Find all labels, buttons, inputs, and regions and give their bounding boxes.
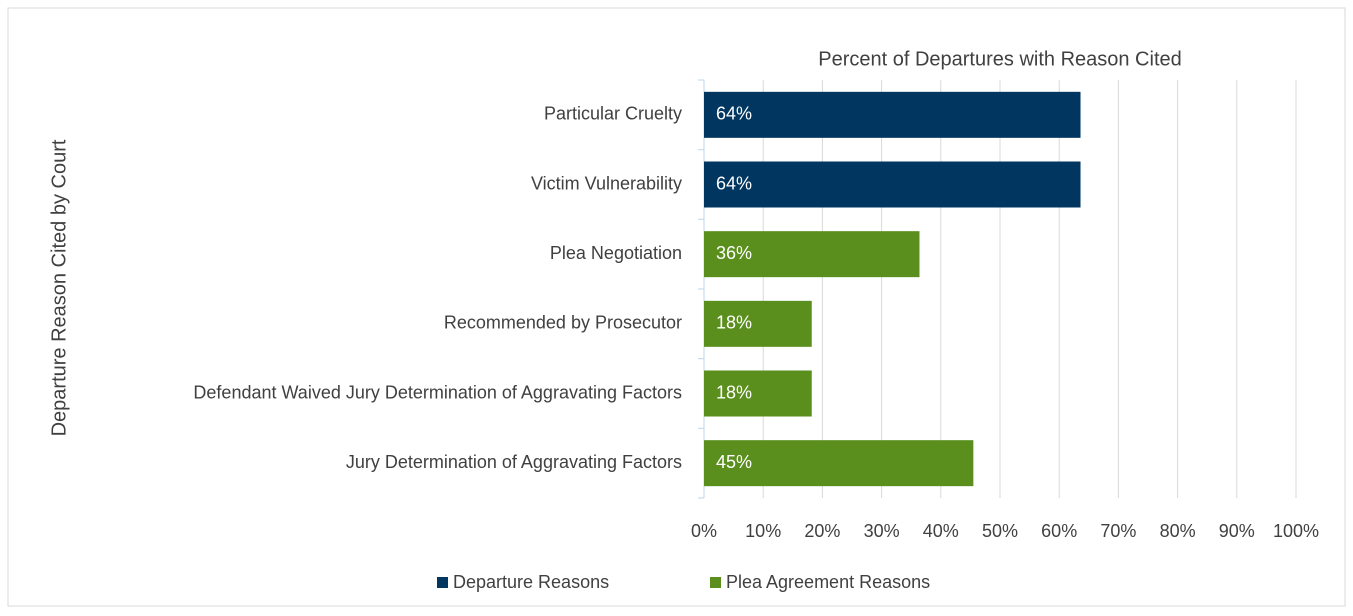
chart-title: Percent of Departures with Reason Cited — [818, 48, 1182, 70]
y-axis-title: Departure Reason Cited by Court — [48, 139, 70, 436]
legend-swatch — [710, 577, 721, 588]
x-tick-label: 50% — [982, 521, 1018, 541]
x-tick-label: 20% — [804, 521, 840, 541]
data-label: 64% — [716, 173, 752, 193]
y-tick-label: Jury Determination of Aggravating Factor… — [346, 452, 682, 472]
data-label: 18% — [716, 382, 752, 402]
x-tick-label: 30% — [864, 521, 900, 541]
y-tick-label: Defendant Waived Jury Determination of A… — [193, 382, 682, 402]
x-tick-label: 90% — [1219, 521, 1255, 541]
x-tick-label: 100% — [1273, 521, 1319, 541]
y-tick-label: Plea Negotiation — [550, 243, 682, 263]
bar — [704, 370, 812, 417]
x-tick-label: 10% — [745, 521, 781, 541]
legend-label: Departure Reasons — [453, 572, 609, 592]
x-tick-label: 40% — [923, 521, 959, 541]
chart-border — [7, 7, 1346, 607]
bar — [704, 440, 974, 487]
bar — [704, 161, 1081, 208]
legend-swatch — [437, 577, 448, 588]
x-tick-label: 60% — [1041, 521, 1077, 541]
data-label: 45% — [716, 452, 752, 472]
y-tick-label: Victim Vulnerability — [531, 173, 682, 193]
bar — [704, 231, 920, 278]
data-label: 18% — [716, 313, 752, 333]
data-label: 36% — [716, 243, 752, 263]
x-tick-label: 80% — [1160, 521, 1196, 541]
bar — [704, 300, 812, 347]
y-tick-label: Recommended by Prosecutor — [444, 313, 682, 333]
y-tick-label: Particular Cruelty — [544, 104, 682, 124]
bar — [704, 91, 1081, 138]
data-label: 64% — [716, 104, 752, 124]
legend-label: Plea Agreement Reasons — [726, 572, 930, 592]
x-tick-label: 70% — [1100, 521, 1136, 541]
x-tick-label: 0% — [691, 521, 717, 541]
